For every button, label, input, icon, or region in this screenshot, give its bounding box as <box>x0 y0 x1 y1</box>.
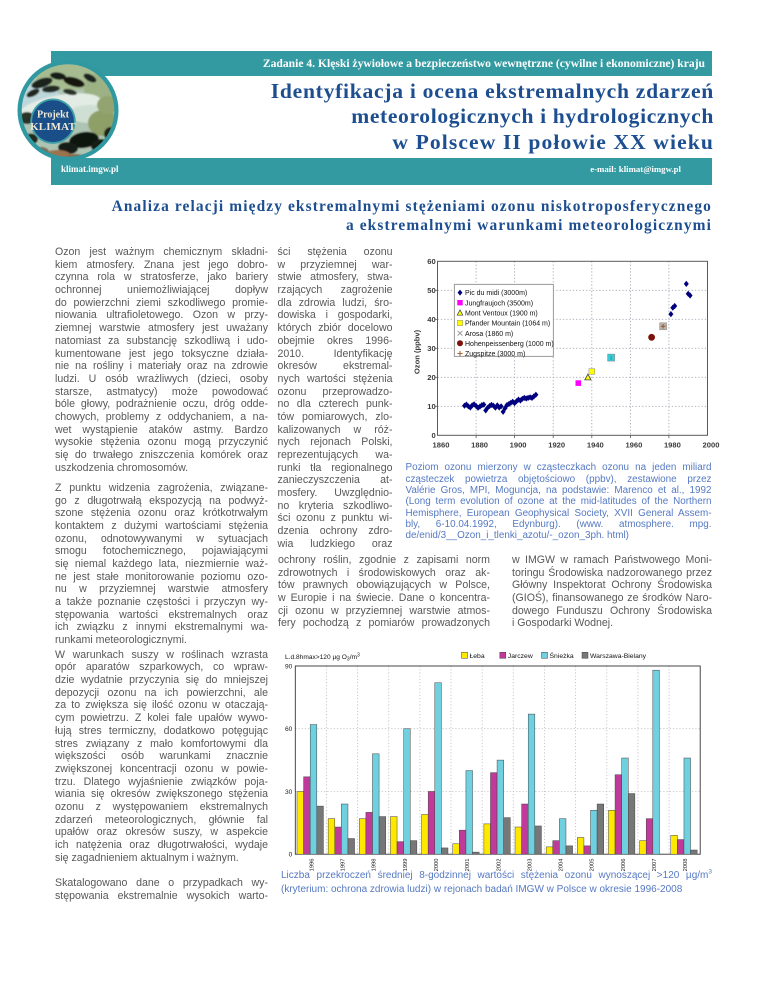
svg-text:60: 60 <box>285 726 293 733</box>
svg-text:90: 90 <box>285 663 293 670</box>
svg-text:2000: 2000 <box>434 859 440 872</box>
svg-text:30: 30 <box>285 789 293 796</box>
svg-text:Jarczew: Jarczew <box>508 653 533 660</box>
svg-text:1860: 1860 <box>433 441 450 450</box>
svg-text:1960: 1960 <box>625 441 642 450</box>
svg-text:Hohenpeissenberg (1000 m): Hohenpeissenberg (1000 m) <box>465 341 554 348</box>
svg-text:Arosa (1860 m): Arosa (1860 m) <box>465 331 513 338</box>
svg-text:0: 0 <box>289 852 293 859</box>
svg-text:1998: 1998 <box>372 859 378 872</box>
svg-text:1980: 1980 <box>664 441 681 450</box>
svg-text:30: 30 <box>427 344 435 353</box>
svg-text:Warszawa-Bielany: Warszawa-Bielany <box>590 653 647 660</box>
svg-text:2005: 2005 <box>590 859 596 872</box>
svg-text:Pic du midi (3000m): Pic du midi (3000m) <box>465 290 527 297</box>
svg-text:Jungfraujoch (3500m): Jungfraujoch (3500m) <box>465 300 533 307</box>
svg-text:1999: 1999 <box>403 859 409 872</box>
svg-text:2002: 2002 <box>496 859 502 872</box>
svg-text:I: I <box>610 356 611 362</box>
svg-text:60: 60 <box>427 257 435 266</box>
svg-text:1900: 1900 <box>510 441 527 450</box>
svg-text:Śnieżka: Śnieżka <box>550 651 574 660</box>
svg-text:50: 50 <box>427 286 435 295</box>
svg-text:Pfander Mountain (1064 m): Pfander Mountain (1064 m) <box>465 321 550 328</box>
svg-text:20: 20 <box>427 373 435 382</box>
svg-text:Łeba: Łeba <box>470 653 485 660</box>
svg-text:L.d.8hmax>120 µg O3/m3: L.d.8hmax>120 µg O3/m3 <box>285 653 360 663</box>
svg-text:2004: 2004 <box>559 858 565 872</box>
svg-text:40: 40 <box>427 315 435 324</box>
svg-text:Mont Ventoux (1900 m): Mont Ventoux (1900 m) <box>465 311 538 318</box>
svg-text:KLIMAT: KLIMAT <box>30 121 76 133</box>
svg-text:2008: 2008 <box>683 859 689 872</box>
svg-text:0: 0 <box>431 431 435 440</box>
svg-text:2001: 2001 <box>465 859 471 872</box>
svg-text:Ozon (ppbv): Ozon (ppbv) <box>413 329 422 374</box>
svg-text:1940: 1940 <box>587 441 604 450</box>
svg-text:1997: 1997 <box>341 859 347 872</box>
svg-text:1880: 1880 <box>471 441 488 450</box>
svg-text:2000: 2000 <box>703 441 720 450</box>
svg-text:10: 10 <box>427 402 435 411</box>
svg-text:Projekt: Projekt <box>37 110 70 121</box>
svg-text:2006: 2006 <box>621 859 627 872</box>
svg-text:2007: 2007 <box>652 859 658 872</box>
svg-text:2003: 2003 <box>527 859 533 872</box>
svg-text:Zugspitze (3000 m): Zugspitze (3000 m) <box>465 351 525 358</box>
svg-text:1920: 1920 <box>548 441 565 450</box>
svg-text:1996: 1996 <box>309 859 315 872</box>
